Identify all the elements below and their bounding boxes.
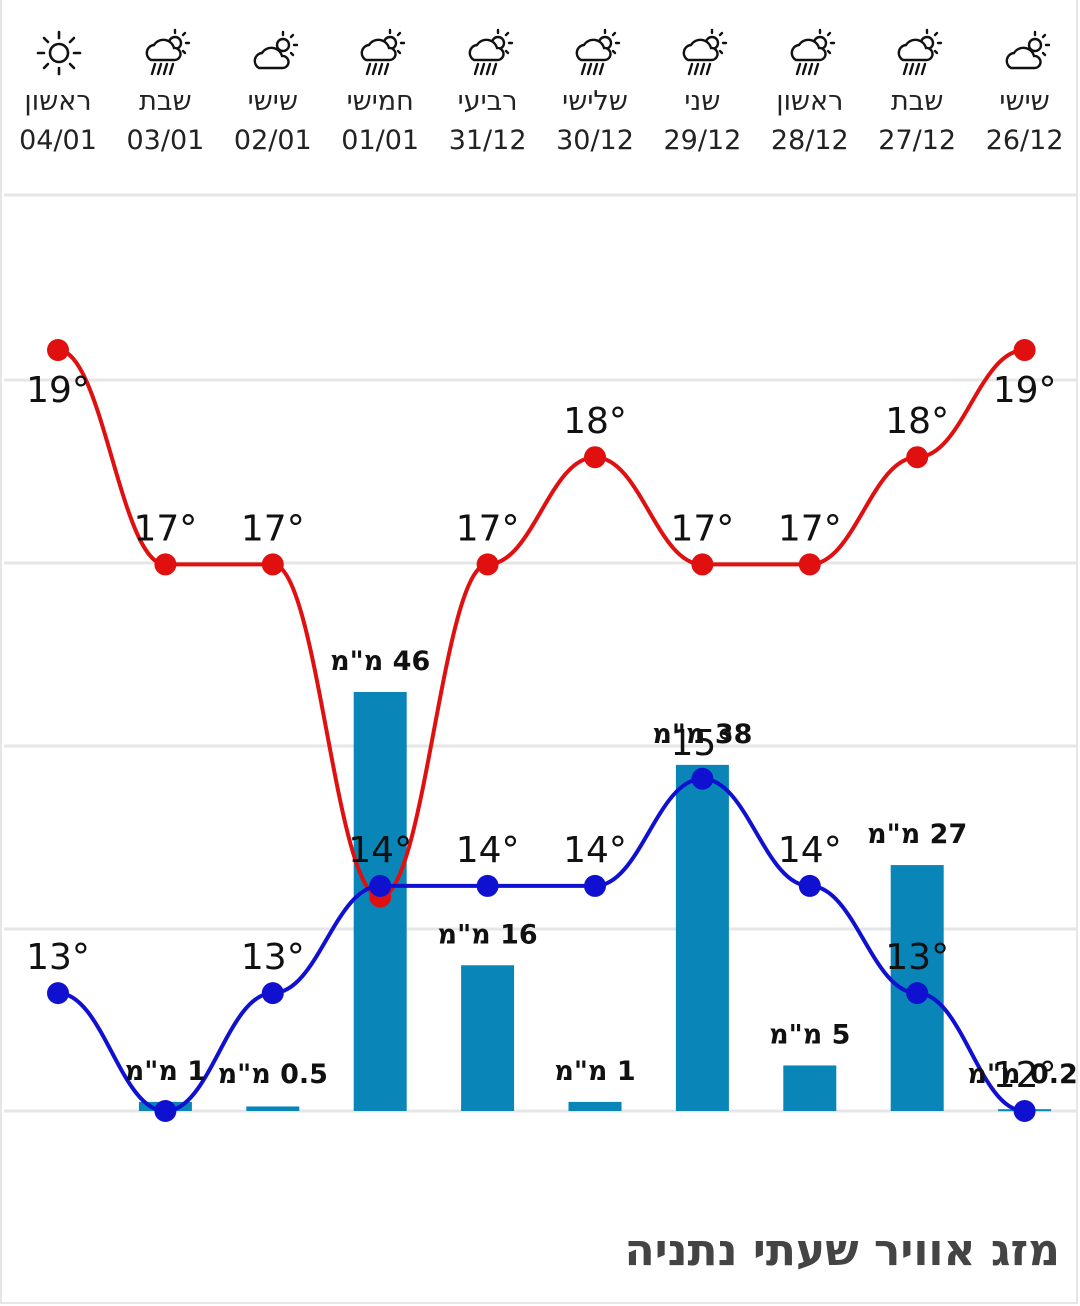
cloud-rain-icon (569, 26, 623, 80)
day-column: שלישי 30/12 (545, 0, 645, 170)
max-temperature-point (906, 446, 929, 469)
min-temperature-point (584, 874, 606, 897)
precipitation-bar (246, 1106, 300, 1111)
precipitation-bar (675, 764, 729, 1111)
day-date: 02/01 (233, 125, 312, 156)
day-date: 31/12 (448, 125, 527, 156)
cloud-rain-icon (784, 26, 838, 80)
day-name: חמישי (346, 86, 414, 117)
max-temperature-point (798, 553, 821, 576)
day-date: 04/01 (19, 125, 97, 156)
day-column: שבת 03/01 (115, 0, 215, 170)
precipitation-label: 0.2 מ"מ (967, 1059, 1077, 1090)
temperature-precipitation-chart: 19° 17° 17° 17° 18° 17° 17° 18° 19° 13° 13° 14° 14° 1… (4, 193, 1078, 1122)
cloud-rain-icon (462, 26, 516, 80)
max-temperature-label: 17° (456, 508, 520, 549)
max-temperature-point (476, 553, 499, 576)
max-temperature-label: 17° (778, 508, 842, 549)
min-temperature-line (57, 776, 1025, 1114)
day-date: 03/01 (126, 125, 205, 156)
min-temperature-label: 15° (670, 723, 734, 764)
day-name: שישי (999, 86, 1050, 117)
min-temperature-point (798, 874, 821, 897)
max-temperature-label: 17° (241, 508, 305, 549)
max-temperature-label: 18° (885, 401, 949, 442)
chart-title: מזג אוויר שעתי נתניה (624, 1225, 1060, 1276)
min-temperature-label: 14° (456, 830, 520, 871)
min-temperature-label: 14° (348, 830, 412, 871)
min-temperature-label: 13° (26, 937, 90, 978)
max-temperature-point (691, 553, 714, 576)
day-column: שבת 27/12 (867, 0, 967, 170)
min-temperature-point (261, 982, 284, 1005)
precipitation-label: 46 מ"מ (330, 646, 430, 677)
min-temperature-label: 12° (993, 1055, 1057, 1096)
day-column: ראשון 04/01 (8, 0, 108, 170)
max-temperature-label: 18° (563, 401, 627, 442)
precipitation-label: 38 מ"מ (652, 719, 752, 750)
day-name: ראשון (776, 86, 844, 117)
day-name: שני (684, 86, 721, 117)
min-temperature-label: 13° (885, 937, 949, 978)
day-column: שני 29/12 (652, 0, 752, 170)
min-temperature-label: 14° (563, 830, 627, 871)
cloud-rain-icon (354, 26, 408, 80)
min-temperature-point (476, 874, 499, 897)
cloud-rain-icon (139, 26, 193, 80)
precipitation-label: 5 מ"מ (769, 1019, 850, 1050)
cloud-rain-icon (891, 26, 945, 80)
min-temperature-point (369, 874, 392, 897)
forecast-days-header: ראשון 04/01 שבת 03/01 שישי 02/01 (0, 0, 1080, 170)
min-temperature-point (691, 767, 714, 790)
precipitation-label: 0.5 מ"מ (218, 1059, 328, 1090)
max-temperature-point (47, 339, 69, 362)
max-temperature-label: 17° (133, 508, 197, 549)
min-temperature-point (154, 1100, 177, 1122)
day-date: 28/12 (770, 125, 849, 156)
max-temperature-point (261, 553, 284, 576)
max-temperature-point (154, 553, 177, 576)
min-temperature-label: 13° (241, 937, 305, 978)
day-column: רביעי 31/12 (438, 0, 538, 170)
max-temperature-label: 19° (26, 370, 90, 411)
cloud-sun-icon (247, 26, 301, 80)
precipitation-bar (461, 965, 515, 1111)
day-name: שבת (890, 86, 944, 117)
day-name: שישי (247, 86, 298, 117)
cloud-sun-icon (999, 26, 1053, 80)
day-name: שלישי (562, 86, 628, 117)
max-temperature-point (1013, 339, 1036, 362)
day-date: 26/12 (985, 125, 1064, 156)
precipitation-label: 16 מ"מ (438, 919, 538, 950)
day-date: 30/12 (556, 125, 634, 156)
max-temperature-line (57, 348, 1025, 899)
min-temperature-point (906, 982, 929, 1005)
day-date: 01/01 (341, 125, 420, 156)
day-date: 29/12 (663, 125, 742, 156)
cloud-rain-icon (676, 26, 730, 80)
day-column: שישי 02/01 (223, 0, 323, 170)
day-column: ראשון 28/12 (760, 0, 860, 170)
precipitation-label: 1 מ"מ (554, 1056, 635, 1087)
day-name: ראשון (24, 86, 92, 117)
sun-icon (32, 26, 86, 80)
day-column: שישי 26/12 (975, 0, 1075, 170)
precipitation-bar (568, 1101, 622, 1111)
precipitation-label: 1 מ"מ (125, 1056, 206, 1087)
min-temperature-point (1013, 1100, 1036, 1122)
min-temperature-point (47, 982, 69, 1005)
precipitation-label: 27 מ"מ (867, 819, 967, 850)
day-date: 27/12 (878, 125, 957, 156)
day-name: שבת (139, 86, 192, 117)
max-temperature-label: 17° (670, 508, 734, 549)
day-column: חמישי 01/01 (330, 0, 430, 170)
max-temperature-label: 19° (993, 370, 1057, 411)
precipitation-bar (783, 1065, 837, 1111)
max-temperature-point (584, 446, 606, 469)
min-temperature-label: 14° (778, 830, 842, 871)
day-name: רביעי (457, 86, 518, 117)
